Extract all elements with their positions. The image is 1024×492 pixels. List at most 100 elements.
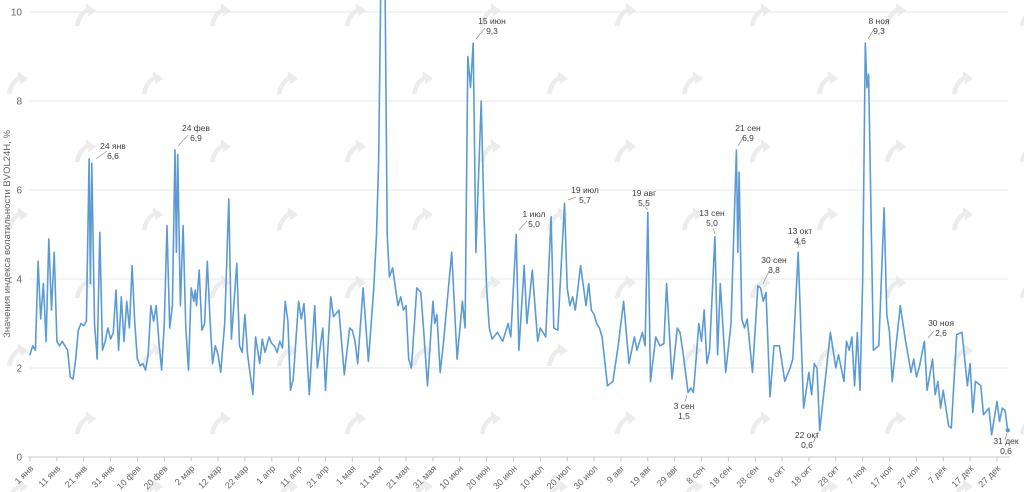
y-axis-tick-label: 6: [16, 186, 22, 197]
x-axis-tick-label: 9 авг: [605, 463, 627, 485]
forklog-logo-icon: [209, 411, 232, 435]
x-axis-tick-label: 21 янв: [63, 463, 89, 489]
last-point-marker[interactable]: [1005, 428, 1010, 433]
gridlines: [28, 11, 1010, 458]
forklog-logo-icon: [1019, 150, 1024, 163]
annotation-date: 30 ноя: [928, 318, 954, 328]
forklog-logo-icon: [344, 275, 367, 299]
forklog-logo-icon: [749, 139, 772, 163]
forklog-logo-icon: [6, 207, 29, 231]
forklog-logo-icon: [614, 139, 637, 163]
forklog-logo-icon: [614, 3, 637, 27]
x-axis-tick-label: 11 янв: [36, 463, 62, 489]
forklog-logo-icon: [344, 3, 367, 27]
annotation-date: 30 сен: [761, 255, 787, 265]
forklog-logo-icon: [1019, 14, 1024, 27]
forklog-logo-icon: [884, 3, 907, 27]
annotation-leader-line: [812, 431, 819, 444]
forklog-logo-icon: [141, 207, 164, 231]
forklog-logo-icon: [280, 479, 299, 492]
annotation-date: 8 ноя: [868, 16, 890, 26]
forklog-logo-icon: [10, 479, 29, 492]
forklog-logo-icon: [546, 71, 569, 95]
annotation-date: 24 фев: [182, 123, 211, 133]
annotation-date: 19 авг: [632, 188, 656, 198]
forklog-logo-icon: [1019, 422, 1024, 435]
forklog-logo-icon: [344, 411, 367, 435]
forklog-logo-icon: [681, 71, 704, 95]
annotation-leader-line: [644, 206, 649, 211]
forklog-logo-icon: [884, 411, 907, 435]
annotation-date: 21 сен: [735, 123, 761, 133]
forklog-logo-icon: [479, 411, 502, 435]
forklog-logo-icon: [479, 3, 502, 27]
x-axis-tick-label: 1 мая: [334, 463, 358, 487]
series-line[interactable]: [29, 0, 1009, 436]
annotation-leader-line: [927, 330, 935, 339]
annotation-leader-line: [475, 27, 486, 40]
annotation-date: 15 июн: [478, 16, 506, 26]
y-axis-tick-label: 2: [16, 364, 22, 375]
x-axis-tick-label: 8 окт: [766, 463, 788, 485]
x-axis-tick-label: 11 мая: [358, 463, 385, 490]
annotation-value: 9,3: [873, 26, 885, 36]
forklog-logo-icon: [276, 71, 299, 95]
annotation-value: 9,3: [486, 26, 498, 36]
annotation-date: 13 окт: [788, 226, 812, 236]
forklog-logo-icon: [951, 343, 974, 367]
forklog-logo-icon: [681, 207, 704, 231]
annotation-value: 5,7: [579, 195, 591, 205]
forklog-logo-icon: [411, 343, 434, 367]
annotation-value: 3,8: [768, 265, 780, 275]
annotation-date: 31 дек: [993, 436, 1019, 446]
forklog-logo-icon: [74, 139, 97, 163]
x-axis-tick-label: 31 янв: [90, 463, 116, 489]
x-axis-tick-label: 18 окт: [789, 463, 814, 488]
x-axis-tick-label: 10 июн: [437, 463, 465, 491]
annotation-date: 24 янв: [100, 141, 126, 151]
forklog-logo-icon: [550, 479, 569, 492]
annotation-leader-line: [518, 220, 528, 231]
forklog-logo-icon: [884, 275, 907, 299]
annotation-leader-line: [797, 240, 800, 249]
forklog-logo-icon: [209, 3, 232, 27]
x-axis-tick-label: 10 фев: [115, 463, 143, 491]
annotation-value: 2,6: [935, 328, 947, 338]
x-axis-tick-label: 2 мар: [173, 463, 197, 487]
forklog-logo-icon: [479, 275, 502, 299]
forklog-logo-icon: [479, 139, 502, 163]
forklog-logo-icon: [685, 479, 704, 492]
annotation-date: 19 июл: [571, 185, 599, 195]
annotation-value: 6,9: [190, 133, 202, 143]
forklog-logo-icon: [276, 207, 299, 231]
x-axis-tick-label: 22 мар: [223, 463, 250, 490]
forklog-logo-icon: [276, 343, 299, 367]
x-axis-tick-label: 28 сен: [734, 463, 760, 489]
annotation-date: 3 сен: [674, 401, 695, 411]
x-axis-tick-label: 19 авг: [628, 463, 654, 489]
y-axis: 0 2 4 6 8 10: [11, 8, 23, 464]
x-axis-tick-label: 18 сен: [708, 463, 734, 489]
x-axis-tick-label: 27 ноя: [895, 463, 922, 490]
x-axis-tick-label: 1 янв: [13, 463, 36, 486]
x-axis-tick-label: 10 июл: [518, 463, 546, 491]
y-axis-tick-label: 10: [11, 8, 23, 19]
annotation-leader-line: [762, 268, 771, 285]
forklog-logo-icon: [614, 411, 637, 435]
annotation-leader-line: [737, 135, 745, 147]
forklog-logo-icon: [141, 71, 164, 95]
annotation-date: 13 сен: [699, 208, 725, 218]
annotation-leader-line: [95, 150, 108, 160]
annotation-value: 4,6: [794, 236, 806, 246]
y-axis-tick-label: 8: [16, 97, 22, 108]
